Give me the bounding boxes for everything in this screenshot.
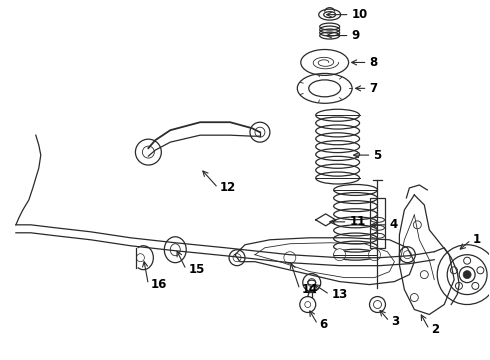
Text: 13: 13 xyxy=(332,288,348,301)
Text: 8: 8 xyxy=(369,56,378,69)
Bar xyxy=(369,198,386,248)
Circle shape xyxy=(463,271,471,279)
Text: 12: 12 xyxy=(220,181,236,194)
Circle shape xyxy=(284,252,296,264)
Text: 6: 6 xyxy=(319,318,328,331)
Text: 4: 4 xyxy=(390,218,398,231)
Circle shape xyxy=(334,249,345,261)
Text: 16: 16 xyxy=(150,278,167,291)
Text: 11: 11 xyxy=(349,215,366,228)
Text: 15: 15 xyxy=(188,263,205,276)
Text: 2: 2 xyxy=(431,323,440,336)
Text: 7: 7 xyxy=(369,82,378,95)
Text: 3: 3 xyxy=(392,315,399,328)
Text: 14: 14 xyxy=(302,283,318,296)
Text: 1: 1 xyxy=(473,233,481,246)
Circle shape xyxy=(368,249,380,261)
Text: 9: 9 xyxy=(352,29,360,42)
Text: 5: 5 xyxy=(373,149,382,162)
Text: 10: 10 xyxy=(352,8,368,21)
